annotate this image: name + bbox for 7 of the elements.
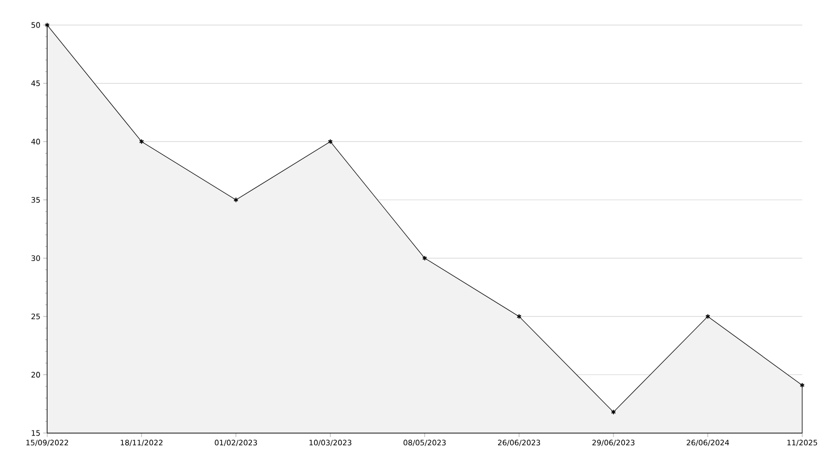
point (139, 138, 144, 144)
point (800, 382, 805, 388)
point (328, 138, 333, 144)
point (516, 314, 522, 320)
point (611, 409, 616, 415)
point (705, 314, 710, 320)
point (234, 197, 238, 203)
